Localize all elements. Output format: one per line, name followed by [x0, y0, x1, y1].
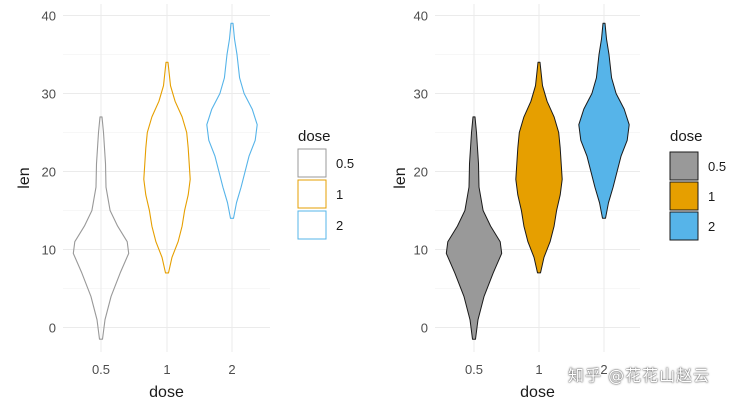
watermark: 知乎 @花花山赵云 [568, 366, 711, 385]
legend-label: 2 [336, 218, 343, 233]
y-tick-label: 40 [42, 9, 56, 24]
violin-0_5 [72, 116, 130, 340]
violin-2 [206, 22, 258, 219]
y-tick-label: 0 [421, 321, 428, 336]
legend-label: 0.5 [708, 159, 726, 174]
legend-label: 1 [708, 189, 715, 204]
legend-key-3 [297, 210, 327, 240]
y-tick-label: 10 [42, 243, 56, 258]
x-tick-label: 0.5 [465, 362, 483, 377]
violin-1 [515, 61, 563, 274]
y-tick-label: 40 [414, 9, 428, 24]
x-tick-label: 1 [163, 362, 170, 377]
chart-panel-2: 0 10 20 30 40 0.5 1 2 dose len dose 0.5 1 2 [392, 4, 726, 401]
y-axis-title: len [392, 167, 409, 188]
legend-key-1 [297, 148, 327, 178]
y-tick-label: 30 [42, 87, 56, 102]
y-tick-label: 10 [414, 243, 428, 258]
x-tick-label: 2 [228, 362, 235, 377]
y-tick-label: 20 [414, 165, 428, 180]
legend-key-2 [669, 181, 699, 211]
y-tick-label: 20 [42, 165, 56, 180]
violin-2 [578, 22, 630, 219]
y-tick-label: 0 [49, 321, 56, 336]
y-axis-title: len [16, 167, 33, 188]
legend-key-3 [669, 211, 699, 241]
x-axis-title: dose [149, 384, 184, 401]
violin-1 [143, 61, 191, 274]
violin-0_5 [445, 116, 503, 340]
legend-title: dose [298, 128, 331, 145]
chart-panel-1: 0 10 20 30 40 0.5 1 2 dose len dose 0.5 1 2 [16, 4, 354, 401]
legend-key-1 [669, 151, 699, 181]
x-tick-label: 0.5 [92, 362, 110, 377]
x-tick-label: 2 [600, 362, 607, 377]
legend-label: 1 [336, 187, 343, 202]
legend-label: 2 [708, 219, 715, 234]
x-axis-title: dose [520, 384, 555, 401]
legend-label: 0.5 [336, 156, 354, 171]
legend-key-2 [297, 179, 327, 209]
legend-title: dose [670, 128, 703, 145]
y-tick-label: 30 [414, 87, 428, 102]
x-tick-label: 1 [535, 362, 542, 377]
